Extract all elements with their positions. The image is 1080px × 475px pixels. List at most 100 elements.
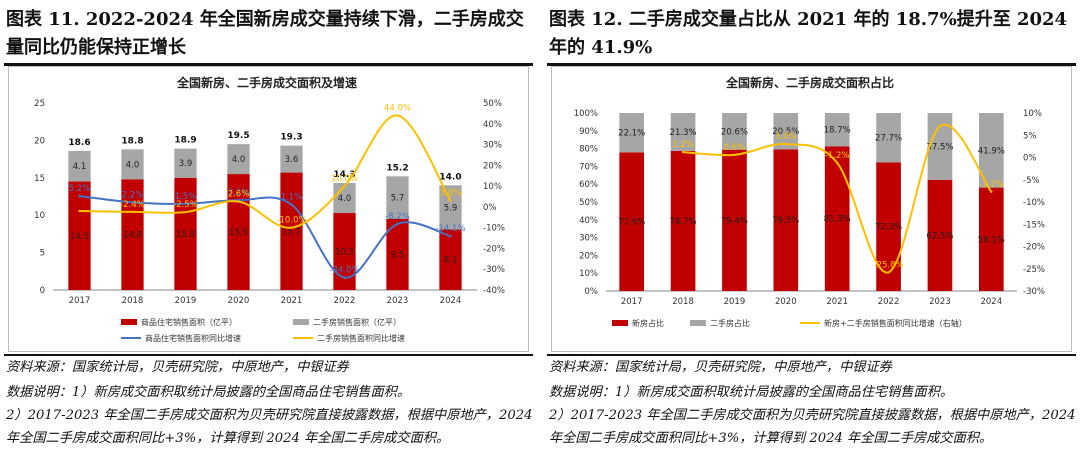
y2-tick-label: 40%	[483, 120, 502, 130]
left-figure-title: 图表 11. 2022-2024 年全国新房成交量持续下滑，二手房成交量同比仍能…	[6, 9, 524, 58]
line-data-label: -25.8%	[874, 260, 904, 270]
x-tick-label: 2019	[724, 297, 746, 307]
y2-tick-label: -10%	[483, 224, 505, 234]
line-point	[131, 210, 134, 214]
bar-data-label: 81.3%	[824, 215, 851, 225]
right-note: 数据说明：1）新房成交面积取统计局披露的全国商品住宅销售面积。 2）2017-2…	[549, 385, 1076, 446]
line-point	[938, 125, 942, 128]
line-point	[784, 142, 788, 146]
bar-primary	[386, 218, 409, 290]
y2-tick-label: 5%	[1023, 131, 1037, 141]
right-figure-panel: 图表 12. 二手房成交量占比从 2021 年的 18.7%提升至 2024 年…	[543, 0, 1080, 475]
x-tick-label: 2021	[281, 296, 303, 306]
x-tick-label: 2018	[672, 297, 694, 307]
left-top-rule	[4, 63, 533, 66]
bar-data-label: 20.5%	[772, 127, 799, 137]
bar-total-label: 18.8	[121, 136, 143, 146]
right-chart-frame: 全国新房、二手房成交面积占比 0% 10% 20% 30% 40% 50% 60% 70% 80%…	[551, 66, 1072, 352]
bar-primary	[978, 187, 1004, 291]
line-data-label: -7.7%	[979, 180, 1004, 190]
bar-secondary	[927, 113, 953, 180]
right-top-rule	[547, 63, 1076, 66]
bar-data-label: 22.1%	[618, 129, 645, 139]
bar-data-label: 15.0	[176, 230, 195, 240]
left-source: 资料来源：国家统计局，贝壳研究院，中原地产，中银证券	[6, 360, 349, 375]
x-tick-label: 2023	[387, 296, 409, 306]
y-tick-label: 10	[34, 211, 45, 221]
line-data-label: 10.0%	[331, 174, 358, 184]
y-tick-label: 0	[40, 286, 45, 296]
bar-primary	[722, 149, 747, 291]
bar-secondary	[619, 113, 645, 153]
line-point	[449, 234, 452, 238]
y2-tick-label: -25%	[1023, 265, 1045, 275]
bar-secondary	[670, 113, 696, 151]
line-data-label: 2.2%	[122, 190, 144, 200]
left-chart-frame: 全国新房、二手房成交面积及增速 0 5 10 15 20 25 -40% -30% -20% -10…	[8, 66, 529, 352]
x-tick-label: 2022	[878, 297, 900, 307]
bar-data-label: 4.0	[232, 155, 246, 165]
left-note: 数据说明：1）新房成交面积取统计局披露的全国商品住宅销售面积。 2）2017-2…	[6, 385, 533, 446]
y2-tick-label: -30%	[483, 265, 505, 275]
legend-label: 新房+二手房销售面积同比增速（右轴）	[824, 318, 967, 328]
bar-data-label: 3.6	[285, 155, 299, 165]
y-tick-label: 100%	[574, 109, 598, 119]
legend-label: 二手房销售面积（亿平）	[313, 317, 401, 327]
bar-data-label: 72.3%	[875, 223, 902, 233]
bar-data-label: 20.6%	[721, 127, 748, 137]
bar-data-label: 4.0	[338, 194, 352, 204]
y2-tick-label: 10%	[483, 182, 502, 192]
legend-label: 二手房销售面积同比增速	[317, 333, 405, 343]
line-data-label: 1.5%	[175, 192, 197, 202]
bar-total-label: 15.2	[386, 163, 408, 173]
line-point	[290, 203, 293, 206]
bar-total-label: 14.0	[439, 172, 461, 182]
bar-secondary	[333, 183, 356, 213]
legend-swatch	[612, 320, 628, 326]
y2-tick-label: 20%	[483, 161, 502, 171]
bar-total-label: 19.5	[227, 131, 249, 141]
line-point	[78, 194, 81, 198]
bar-data-label: 9.5	[391, 250, 405, 260]
line-data-label: -34.0%	[329, 266, 359, 276]
bar-secondary	[227, 144, 250, 175]
bar-data-label: 37.5%	[926, 142, 953, 152]
y-tick-label: 20	[34, 136, 45, 146]
bar-secondary	[722, 113, 747, 150]
bar-primary	[333, 212, 356, 290]
x-tick-label: 2024	[440, 296, 462, 306]
bar-data-label: 5.9	[444, 203, 458, 213]
x-tick-label: 2017	[69, 296, 91, 306]
y-tick-label: 70%	[579, 162, 598, 172]
left-chart: 全国新房、二手房成交面积及增速 0 5 10 15 20 25 -40% -30% -20% -10…	[34, 75, 505, 343]
y2-tick-label: -5%	[1023, 176, 1040, 186]
y2-tick-label: -40%	[483, 286, 505, 296]
y-tick-label: 40%	[579, 216, 598, 226]
y-tick-label: 90%	[579, 127, 598, 137]
bar-secondary	[876, 113, 901, 163]
bar-data-label: 41.9%	[978, 146, 1005, 156]
bar-data-label: 62.5%	[926, 231, 953, 241]
line-data-label: -10.0%	[276, 216, 306, 226]
chart-title: 全国新房、二手房成交面积占比	[725, 75, 894, 90]
x-tick-label: 2020	[775, 297, 797, 307]
line-point	[990, 190, 993, 193]
line-data-label: -1.2%	[825, 151, 850, 161]
line-data-label: 44.0%	[384, 103, 411, 113]
bar-total-label: 18.9	[174, 136, 196, 146]
line-point	[290, 226, 293, 229]
bar-data-label: 58.1%	[978, 235, 1005, 245]
line-point	[131, 201, 134, 204]
x-tick-label: 2017	[621, 297, 643, 307]
y-tick-label: 10%	[579, 269, 598, 279]
bar-total-label: 19.3	[280, 133, 302, 143]
bar-data-label: 27.7%	[875, 134, 902, 144]
bar-data-label: 4.0	[126, 160, 140, 170]
bar-data-label: 4.1	[73, 162, 87, 172]
right-bottom-rule	[547, 354, 1076, 356]
right-source: 资料来源：国家统计局，贝壳研究院，中原地产，中银证券	[549, 360, 892, 375]
y-tick-label: 80%	[579, 145, 598, 155]
bar-primary	[68, 181, 91, 290]
legend-swatch	[121, 319, 137, 325]
bar-secondary	[68, 150, 91, 182]
